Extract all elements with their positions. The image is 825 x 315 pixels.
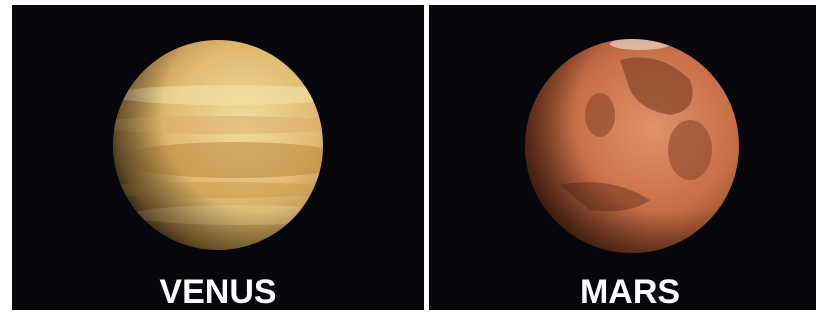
planet-label: VENUS xyxy=(159,273,276,311)
planet-label: MARS xyxy=(580,273,680,311)
mars-planet xyxy=(525,38,739,253)
screenshot: VENUS MARS xyxy=(0,0,825,315)
